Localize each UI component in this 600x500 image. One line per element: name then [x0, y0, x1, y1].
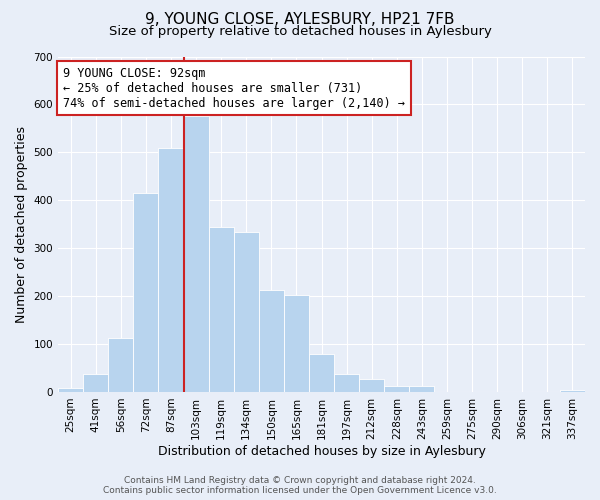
- Bar: [384, 386, 409, 392]
- Bar: [108, 338, 133, 392]
- Bar: [184, 116, 209, 392]
- Text: Contains HM Land Registry data © Crown copyright and database right 2024.
Contai: Contains HM Land Registry data © Crown c…: [103, 476, 497, 495]
- Bar: [284, 295, 309, 392]
- Bar: [158, 148, 184, 392]
- X-axis label: Distribution of detached houses by size in Aylesbury: Distribution of detached houses by size …: [158, 444, 485, 458]
- Bar: [560, 390, 585, 392]
- Bar: [409, 386, 434, 392]
- Text: 9, YOUNG CLOSE, AYLESBURY, HP21 7FB: 9, YOUNG CLOSE, AYLESBURY, HP21 7FB: [145, 12, 455, 28]
- Bar: [233, 232, 259, 392]
- Bar: [209, 226, 233, 392]
- Bar: [334, 374, 359, 392]
- Text: 9 YOUNG CLOSE: 92sqm
← 25% of detached houses are smaller (731)
74% of semi-deta: 9 YOUNG CLOSE: 92sqm ← 25% of detached h…: [64, 66, 406, 110]
- Bar: [83, 374, 108, 392]
- Bar: [58, 388, 83, 392]
- Bar: [359, 380, 384, 392]
- Bar: [259, 290, 284, 392]
- Bar: [133, 193, 158, 392]
- Text: Size of property relative to detached houses in Aylesbury: Size of property relative to detached ho…: [109, 25, 491, 38]
- Bar: [309, 354, 334, 392]
- Y-axis label: Number of detached properties: Number of detached properties: [15, 126, 28, 322]
